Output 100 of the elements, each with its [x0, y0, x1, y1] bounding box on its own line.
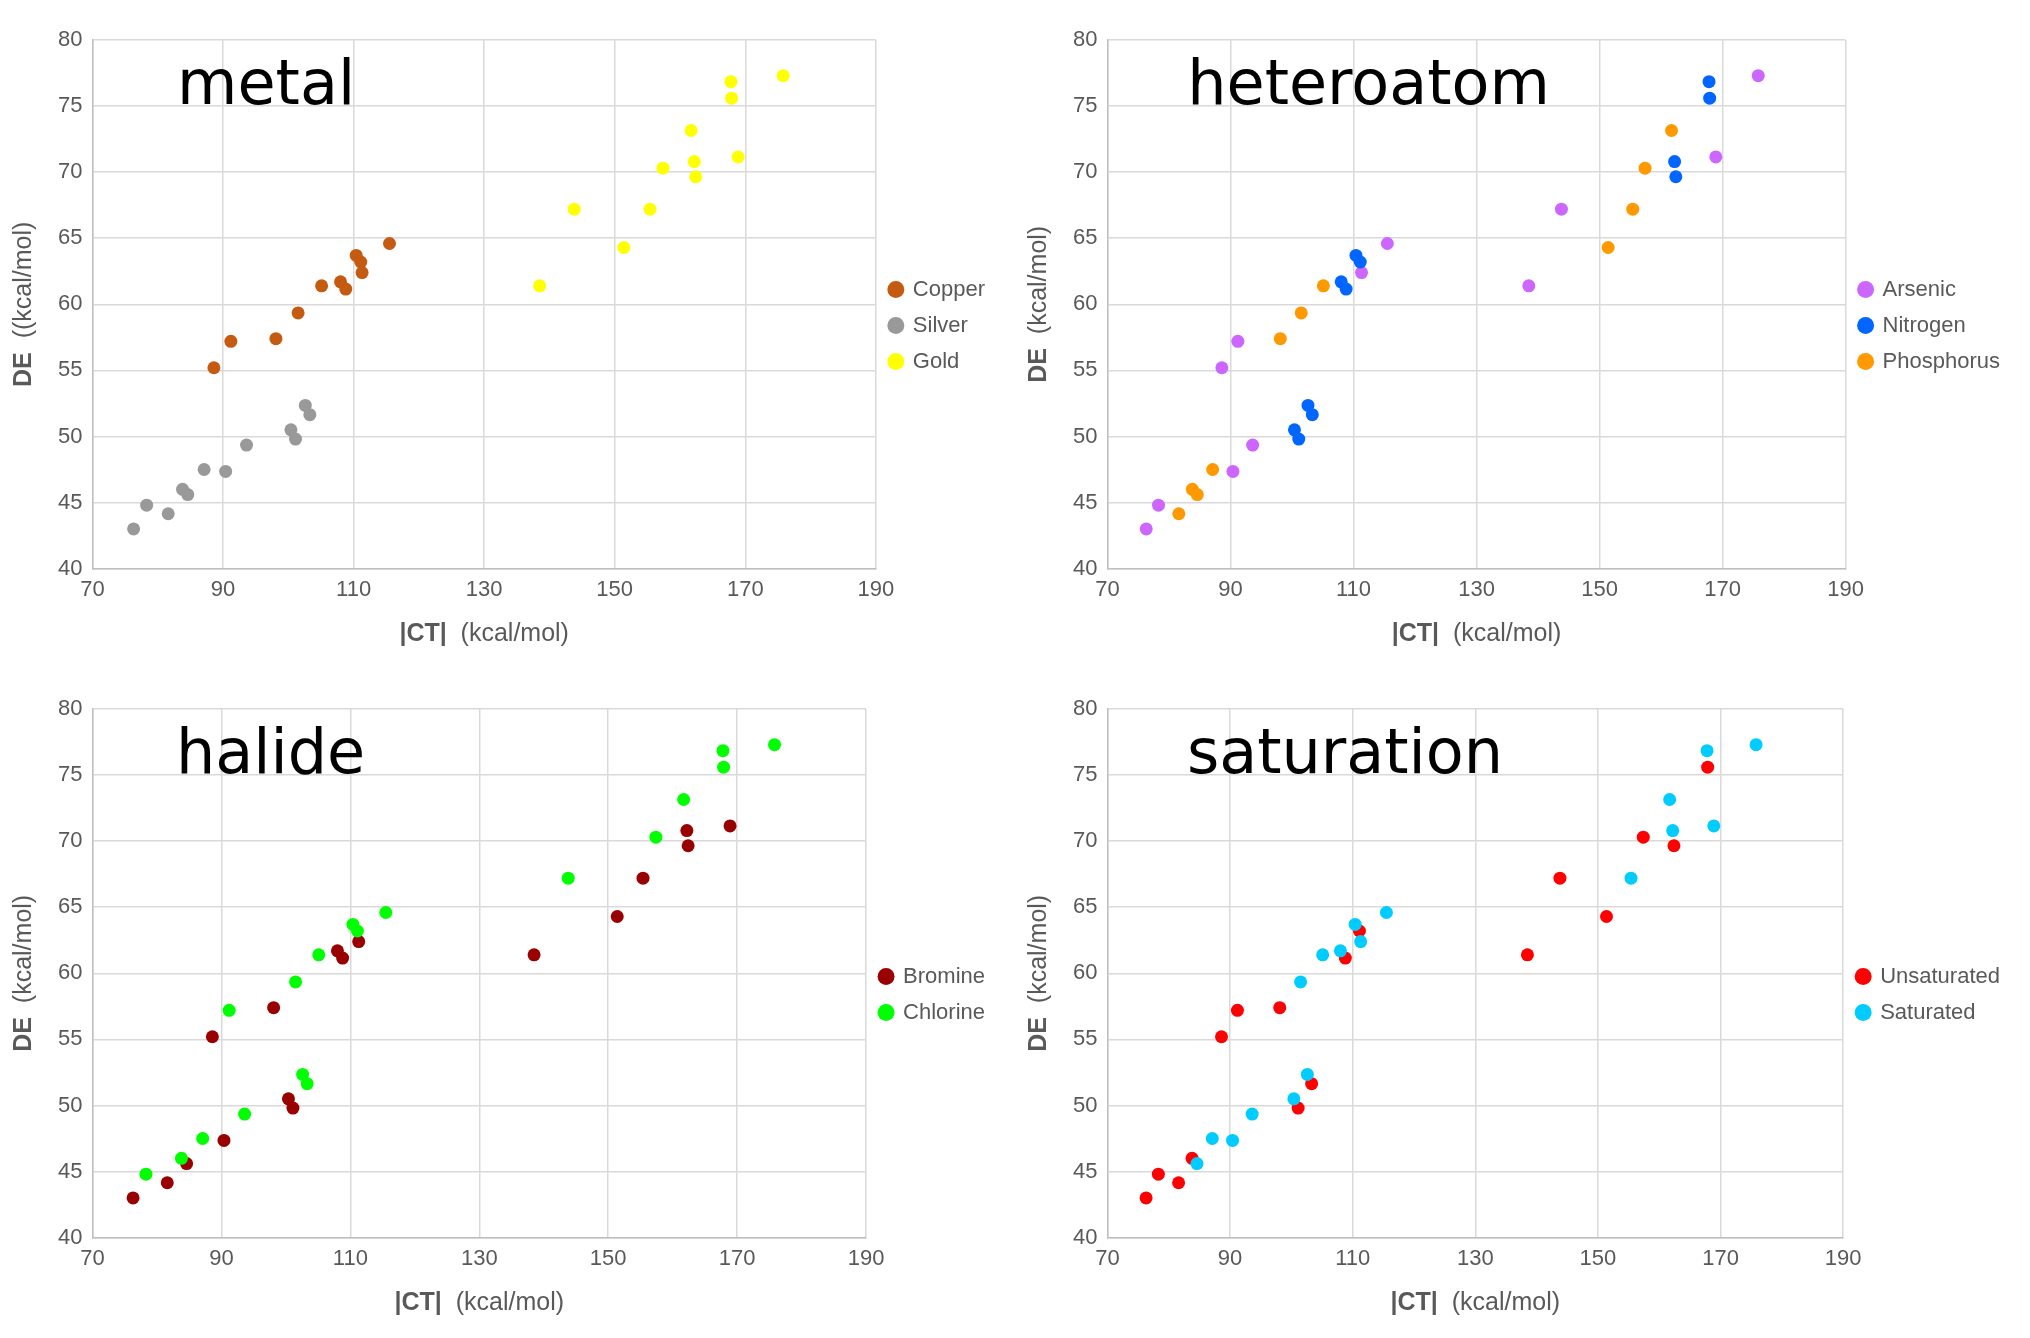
point [1152, 498, 1166, 512]
point [527, 948, 541, 962]
y-axis-title: DE ((kcal/mol) [8, 221, 37, 387]
point [355, 266, 369, 280]
point [677, 793, 691, 807]
point [1273, 332, 1287, 346]
point [731, 150, 745, 164]
y-tick-label: 50 [1072, 422, 1098, 448]
y-tick-label: 70 [57, 158, 83, 184]
y-tick-label: 65 [1072, 893, 1098, 919]
point [1215, 1030, 1228, 1044]
x-axis-title: |CT| (kcal/mol) [399, 618, 569, 647]
point [224, 334, 238, 348]
x-tick-label: 190 [847, 1244, 885, 1270]
point [1707, 819, 1721, 833]
point [1305, 408, 1319, 422]
point [1316, 279, 1330, 293]
point [1700, 744, 1714, 758]
point [1226, 1133, 1240, 1147]
point [1624, 871, 1638, 885]
point [312, 948, 326, 962]
y-tick-label: 65 [57, 893, 83, 919]
x-tick-label: 190 [1827, 575, 1864, 601]
y-tick-label: 55 [1072, 356, 1098, 382]
y-tick-label: 60 [57, 290, 83, 316]
legend-label: Saturated [1880, 998, 1976, 1024]
point [205, 1030, 219, 1044]
legend-label: Copper [912, 275, 985, 301]
point [1190, 1157, 1204, 1171]
y-tick-label: 60 [57, 959, 83, 985]
x-tick-label: 170 [1704, 575, 1741, 601]
x-axis-title: |CT| (kcal/mol) [1390, 1287, 1561, 1316]
x-tick-label: 110 [1335, 1244, 1371, 1270]
point [339, 282, 353, 296]
point [240, 438, 254, 452]
point [724, 75, 738, 89]
y-tick-label: 40 [57, 1223, 83, 1249]
point [222, 1003, 236, 1017]
x-tick-label: 90 [1217, 1244, 1243, 1270]
point [127, 522, 141, 536]
y-tick-label: 65 [1072, 224, 1098, 250]
point [1354, 935, 1368, 949]
y-tick-label: 70 [57, 827, 83, 853]
point [1339, 282, 1353, 296]
point [383, 237, 396, 251]
point [1626, 202, 1640, 216]
x-tick-label: 130 [465, 575, 503, 601]
point [561, 871, 575, 885]
point [1701, 760, 1715, 774]
point [1703, 91, 1717, 105]
point [315, 279, 329, 293]
y-tick-label: 40 [1072, 554, 1098, 580]
x-tick-label: 130 [1458, 575, 1495, 601]
point [1520, 948, 1534, 962]
point [139, 1167, 153, 1181]
x-tick-label: 130 [460, 1244, 498, 1270]
point [196, 1131, 210, 1145]
point [1668, 155, 1682, 169]
point [723, 819, 737, 833]
y-tick-label: 55 [1072, 1025, 1098, 1051]
point [610, 909, 624, 923]
chart-title: saturation [1186, 715, 1504, 789]
point [217, 1133, 231, 1147]
y-tick-label: 75 [57, 92, 83, 118]
point [269, 332, 283, 346]
y-tick-label: 40 [1072, 1223, 1098, 1249]
y-tick-label: 50 [1072, 1091, 1098, 1117]
point [567, 202, 581, 216]
y-axis-title: DE (kcal/mol) [1023, 225, 1052, 383]
x-tick-label: 90 [210, 575, 236, 601]
point [680, 824, 694, 838]
point [1601, 240, 1615, 254]
y-tick-label: 75 [57, 761, 83, 787]
point [656, 161, 670, 175]
point [689, 170, 703, 184]
y-axis-title: DE (kcal/mol) [8, 894, 37, 1052]
y-tick-label: 75 [1072, 92, 1098, 118]
x-tick-label: 70 [1095, 575, 1120, 601]
point [1333, 944, 1347, 958]
chart-title: metal [177, 46, 356, 120]
point [1669, 170, 1683, 184]
legend-label: Unsaturated [1880, 962, 2001, 988]
x-tick-label: 70 [80, 575, 105, 601]
y-tick-label: 80 [1072, 26, 1098, 52]
point [300, 1077, 314, 1091]
x-tick-label: 170 [726, 575, 764, 601]
x-tick-label: 190 [1824, 1244, 1862, 1270]
point [219, 464, 233, 478]
point [533, 279, 547, 293]
point [291, 306, 305, 320]
x-tick-label: 110 [332, 1244, 368, 1270]
point [1292, 432, 1306, 446]
point [617, 240, 631, 254]
x-tick-label: 190 [857, 575, 895, 601]
x-axis-title: |CT| (kcal/mol) [394, 1287, 565, 1316]
x-tick-label: 110 [1335, 575, 1372, 601]
x-tick-label: 150 [589, 1244, 627, 1270]
point [636, 871, 650, 885]
point [684, 124, 698, 138]
point [1246, 438, 1260, 452]
